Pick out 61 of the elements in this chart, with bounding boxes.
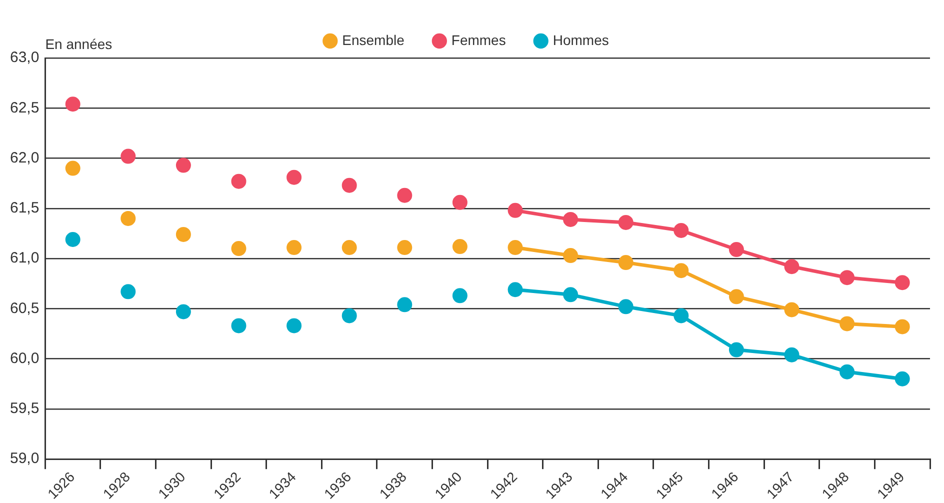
point bbox=[397, 188, 412, 203]
legend-label: Femmes bbox=[451, 32, 506, 48]
point bbox=[563, 287, 578, 302]
point bbox=[840, 270, 855, 286]
point bbox=[894, 275, 910, 290]
point bbox=[342, 240, 357, 256]
point bbox=[342, 308, 357, 324]
point bbox=[342, 178, 357, 193]
y-tick-label: 59,5 bbox=[10, 400, 40, 418]
y-tick-label: 62,0 bbox=[10, 149, 40, 166]
point bbox=[784, 259, 800, 274]
legend-label: Hommes bbox=[552, 32, 609, 48]
point bbox=[120, 210, 136, 226]
point bbox=[618, 214, 634, 230]
point bbox=[618, 299, 634, 314]
point bbox=[618, 255, 634, 270]
point bbox=[231, 318, 246, 334]
y-tick-label: 62,5 bbox=[10, 99, 40, 116]
point bbox=[674, 308, 689, 324]
y-tick-label: 59,0 bbox=[10, 450, 40, 468]
point bbox=[120, 148, 136, 164]
point bbox=[840, 364, 855, 380]
point bbox=[728, 342, 744, 358]
point bbox=[176, 226, 191, 242]
point bbox=[231, 174, 246, 189]
point bbox=[176, 304, 191, 320]
y-axis-title: En années bbox=[45, 36, 112, 52]
point bbox=[563, 248, 578, 264]
point bbox=[728, 289, 744, 304]
y-tick-label: 61,0 bbox=[10, 250, 40, 267]
point bbox=[65, 96, 80, 112]
point bbox=[286, 240, 302, 256]
point bbox=[286, 170, 302, 185]
point bbox=[397, 297, 412, 312]
point bbox=[674, 222, 689, 238]
point bbox=[784, 302, 800, 318]
point bbox=[286, 318, 302, 334]
point bbox=[231, 241, 246, 256]
point bbox=[65, 232, 80, 247]
point bbox=[894, 319, 910, 334]
point bbox=[508, 240, 523, 256]
point bbox=[397, 240, 412, 256]
point bbox=[674, 263, 689, 278]
point bbox=[508, 282, 523, 298]
y-tick-label: 60,0 bbox=[10, 350, 40, 367]
y-tick-label: 63,0 bbox=[10, 49, 40, 66]
point bbox=[840, 316, 855, 332]
point bbox=[784, 347, 800, 362]
point bbox=[563, 212, 578, 227]
point bbox=[728, 242, 744, 258]
y-tick-label: 60,5 bbox=[10, 300, 40, 317]
point bbox=[65, 160, 80, 176]
point bbox=[452, 239, 468, 254]
point bbox=[452, 194, 468, 210]
legend-label: Ensemble bbox=[342, 32, 405, 48]
point bbox=[894, 371, 910, 386]
point bbox=[508, 202, 523, 218]
y-tick-label: 61,5 bbox=[10, 200, 40, 217]
point bbox=[120, 284, 136, 300]
point bbox=[452, 288, 468, 304]
point bbox=[176, 158, 191, 173]
